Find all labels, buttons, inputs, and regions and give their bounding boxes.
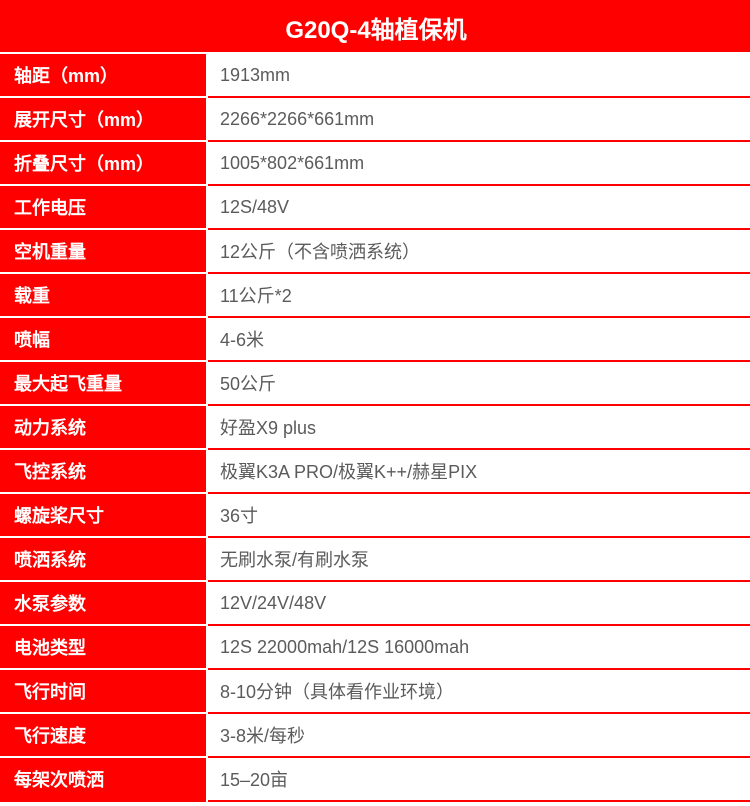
spec-value: 3-8米/每秒 [207,713,750,757]
spec-label: 空机重量 [1,229,207,273]
table-row: 飞控系统极翼K3A PRO/极翼K++/赫星PIX [1,449,750,493]
spec-value: 15–20亩 [207,757,750,801]
spec-value: 12公斤（不含喷洒系统） [207,229,750,273]
spec-label: 折叠尺寸（mm） [1,141,207,185]
table-row: 工作电压12S/48V [1,185,750,229]
table-title: G20Q-4轴植保机 [1,1,750,53]
spec-value: 2266*2266*661mm [207,97,750,141]
spec-value: 4-6米 [207,317,750,361]
table-row: 最大起飞重量50公斤 [1,361,750,405]
table-row: 每架次喷洒15–20亩 [1,757,750,801]
spec-label: 电池类型 [1,625,207,669]
spec-value: 极翼K3A PRO/极翼K++/赫星PIX [207,449,750,493]
spec-label: 动力系统 [1,405,207,449]
table-row: 空机重量12公斤（不含喷洒系统） [1,229,750,273]
title-row: G20Q-4轴植保机 [1,1,750,53]
spec-value: 12V/24V/48V [207,581,750,625]
spec-label: 飞控系统 [1,449,207,493]
spec-value: 36寸 [207,493,750,537]
spec-label: 飞行时间 [1,669,207,713]
spec-label: 每架次喷洒 [1,757,207,801]
spec-table: G20Q-4轴植保机 轴距（mm）1913mm展开尺寸（mm）2266*2266… [0,0,750,802]
spec-value: 12S/48V [207,185,750,229]
table-row: 喷幅4-6米 [1,317,750,361]
spec-value: 11公斤*2 [207,273,750,317]
spec-value: 12S 22000mah/12S 16000mah [207,625,750,669]
spec-tbody: 轴距（mm）1913mm展开尺寸（mm）2266*2266*661mm折叠尺寸（… [1,53,750,801]
table-row: 轴距（mm）1913mm [1,53,750,97]
table-row: 水泵参数12V/24V/48V [1,581,750,625]
table-row: 喷洒系统无刷水泵/有刷水泵 [1,537,750,581]
table-row: 电池类型12S 22000mah/12S 16000mah [1,625,750,669]
table-row: 展开尺寸（mm）2266*2266*661mm [1,97,750,141]
spec-value: 8-10分钟（具体看作业环境） [207,669,750,713]
spec-label: 喷幅 [1,317,207,361]
spec-label: 载重 [1,273,207,317]
spec-label: 水泵参数 [1,581,207,625]
spec-value: 1005*802*661mm [207,141,750,185]
spec-label: 螺旋桨尺寸 [1,493,207,537]
spec-label: 轴距（mm） [1,53,207,97]
table-row: 飞行时间8-10分钟（具体看作业环境） [1,669,750,713]
spec-value: 无刷水泵/有刷水泵 [207,537,750,581]
table-row: 螺旋桨尺寸36寸 [1,493,750,537]
table-row: 载重11公斤*2 [1,273,750,317]
spec-value: 1913mm [207,53,750,97]
spec-label: 工作电压 [1,185,207,229]
spec-value: 好盈X9 plus [207,405,750,449]
spec-label: 最大起飞重量 [1,361,207,405]
table-row: 动力系统好盈X9 plus [1,405,750,449]
spec-label: 喷洒系统 [1,537,207,581]
spec-label: 展开尺寸（mm） [1,97,207,141]
spec-label: 飞行速度 [1,713,207,757]
spec-value: 50公斤 [207,361,750,405]
table-row: 折叠尺寸（mm）1005*802*661mm [1,141,750,185]
table-row: 飞行速度3-8米/每秒 [1,713,750,757]
